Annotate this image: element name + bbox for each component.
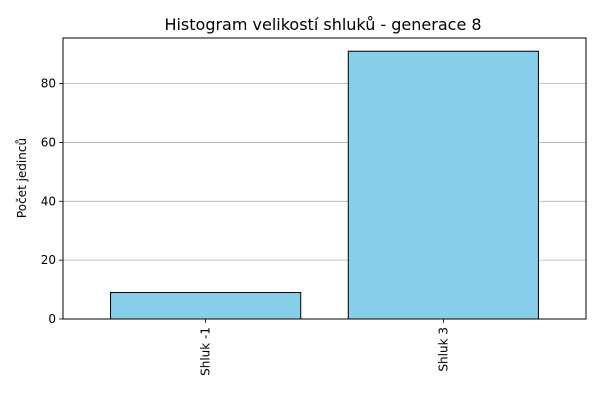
y-tick-label: 20: [41, 253, 56, 267]
x-ticks: Shluk -1 Shluk 3: [199, 319, 450, 376]
plot-frame: [62, 37, 587, 320]
y-axis-label: Počet jedinců: [15, 138, 29, 218]
y-tick-label: 40: [41, 194, 56, 208]
y-tick-label: 60: [41, 135, 56, 149]
bars: [110, 50, 539, 320]
x-tick-label: Shluk 3: [436, 327, 450, 372]
bar: [110, 292, 302, 320]
y-tick-label: 80: [41, 77, 56, 91]
chart-title: Histogram velikostí shluků - generace 8: [164, 15, 481, 34]
x-tick-label: Shluk -1: [199, 327, 213, 376]
y-tick-label: 0: [48, 312, 56, 326]
bar: [347, 50, 539, 320]
y-ticks: 0 20 40 60 80: [41, 77, 63, 326]
axes: [62, 37, 587, 320]
